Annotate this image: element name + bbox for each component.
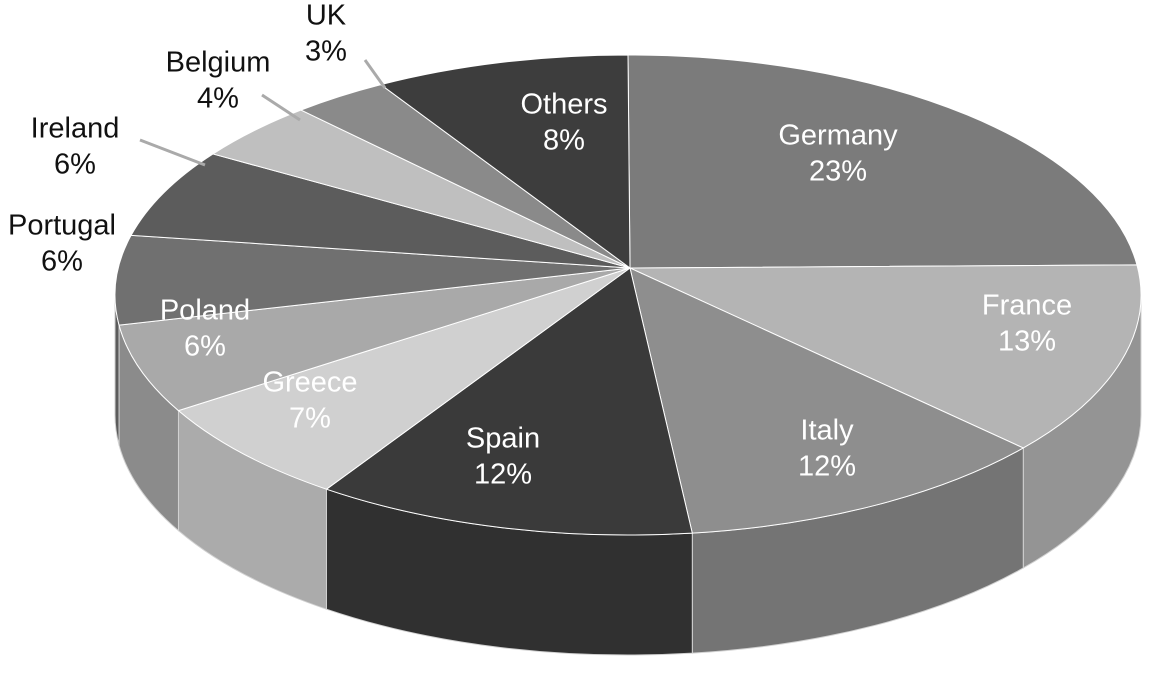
leader-line bbox=[363, 59, 387, 89]
slice-value-label: 7% bbox=[289, 403, 331, 435]
slice-category-label: Ireland bbox=[31, 113, 120, 145]
slice-category-label: Italy bbox=[800, 415, 854, 447]
leader-line bbox=[139, 138, 206, 167]
slice-category-label: Portugal bbox=[8, 210, 116, 242]
slice bbox=[177, 267, 631, 490]
slice bbox=[118, 267, 631, 412]
slice-category-label: UK bbox=[306, 0, 347, 32]
slice-value-label: 12% bbox=[798, 451, 856, 483]
pie-tops bbox=[114, 54, 1142, 536]
slice-category-label: Belgium bbox=[166, 47, 271, 79]
slice-value-label: 12% bbox=[474, 459, 532, 491]
slice bbox=[629, 264, 1142, 449]
slice-category-label: Germany bbox=[778, 120, 898, 152]
slice-category-label: Others bbox=[520, 89, 607, 121]
slice-category-label: Poland bbox=[160, 295, 250, 327]
slice-value-label: 6% bbox=[41, 246, 83, 278]
slice-value-label: 4% bbox=[197, 83, 239, 115]
slice-value-label: 23% bbox=[809, 156, 867, 188]
slice-value-label: 6% bbox=[54, 149, 96, 181]
slice bbox=[629, 267, 1025, 534]
slice bbox=[627, 54, 1138, 269]
labels: Germany 23% France 13% Italy 12% Spain 12% Greec… bbox=[8, 0, 1072, 491]
slice-value-label: 13% bbox=[998, 326, 1056, 358]
slice-category-label: France bbox=[982, 290, 1072, 322]
slice-value-label: 3% bbox=[305, 36, 347, 68]
slice-value-label: 6% bbox=[184, 331, 226, 363]
slice bbox=[130, 153, 631, 269]
leader-line bbox=[261, 93, 301, 122]
slice bbox=[325, 267, 693, 536]
slice bbox=[379, 54, 631, 269]
slice-value-label: 8% bbox=[543, 125, 585, 157]
slice-category-label: Greece bbox=[262, 367, 357, 399]
slice bbox=[114, 234, 631, 326]
slice-category-label: Spain bbox=[466, 423, 540, 455]
